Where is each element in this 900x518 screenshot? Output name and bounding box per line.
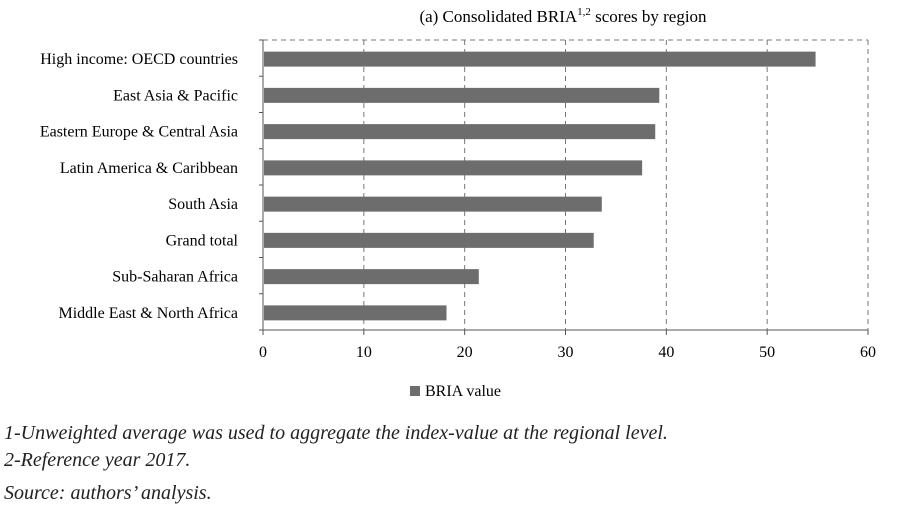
bar bbox=[264, 269, 479, 285]
bar bbox=[264, 51, 816, 67]
legend-swatch bbox=[410, 386, 420, 396]
source-note: Source: authors’ analysis. bbox=[4, 482, 212, 504]
bar-chart: (a) Consolidated BRIA1,2 scores by regio… bbox=[40, 6, 876, 400]
footnote-2: 2-Reference year 2017. bbox=[4, 449, 191, 471]
bar bbox=[264, 160, 643, 176]
x-tick-label: 60 bbox=[860, 344, 876, 361]
x-tick-label: 0 bbox=[259, 344, 267, 361]
x-tick-label: 10 bbox=[356, 344, 372, 361]
category-label: Sub-Saharan Africa bbox=[112, 269, 238, 286]
category-label: East Asia & Pacific bbox=[113, 87, 238, 104]
bar bbox=[264, 196, 602, 212]
chart-title: (a) Consolidated BRIA1,2 scores by regio… bbox=[419, 6, 707, 26]
x-tick-label: 40 bbox=[658, 344, 674, 361]
x-tick-label: 50 bbox=[759, 344, 775, 361]
bar bbox=[264, 305, 447, 321]
category-label: Eastern Europe & Central Asia bbox=[40, 124, 238, 141]
legend-label: BRIA value bbox=[425, 383, 501, 400]
category-label: Latin America & Caribbean bbox=[60, 160, 238, 177]
category-label: South Asia bbox=[168, 196, 238, 213]
footnote-1: 1-Unweighted average was used to aggrega… bbox=[4, 422, 668, 444]
category-label: Grand total bbox=[166, 232, 239, 249]
x-tick-label: 30 bbox=[558, 344, 574, 361]
footnotes: 1-Unweighted average was used to aggrega… bbox=[4, 420, 668, 507]
category-label: Middle East & North Africa bbox=[58, 305, 238, 322]
category-label: High income: OECD countries bbox=[40, 51, 238, 68]
x-tick-label: 20 bbox=[457, 344, 473, 361]
bar bbox=[264, 232, 594, 248]
bar bbox=[264, 124, 656, 140]
bar bbox=[264, 87, 660, 103]
legend: BRIA value bbox=[410, 383, 501, 400]
